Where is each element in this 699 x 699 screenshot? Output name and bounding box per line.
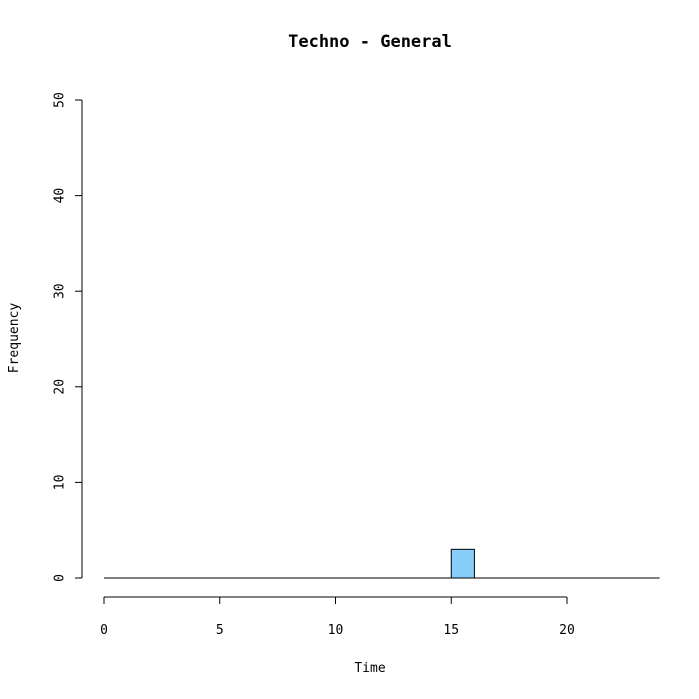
y-tick-label: 10	[53, 475, 68, 491]
y-tick-label: 0	[53, 574, 68, 582]
x-axis-label: Time	[354, 661, 385, 676]
x-axis: 0 5 10 15 20	[100, 596, 575, 638]
x-tick-label: 10	[328, 623, 344, 638]
y-tick-label: 40	[53, 188, 68, 204]
x-tick-label: 5	[216, 623, 224, 638]
bars	[104, 548, 660, 579]
histogram-bar	[450, 548, 475, 579]
y-tick-label: 50	[53, 92, 68, 108]
x-tick-label: 15	[443, 623, 459, 638]
y-axis: 0 10 20 30 40 50	[53, 92, 83, 582]
y-tick-label: 30	[53, 283, 68, 299]
chart-title: Techno - General	[288, 32, 452, 52]
x-tick-label: 0	[100, 623, 108, 638]
x-tick-label: 20	[559, 623, 575, 638]
y-axis-label: Frequency	[7, 303, 22, 374]
y-tick-label: 20	[53, 379, 68, 395]
